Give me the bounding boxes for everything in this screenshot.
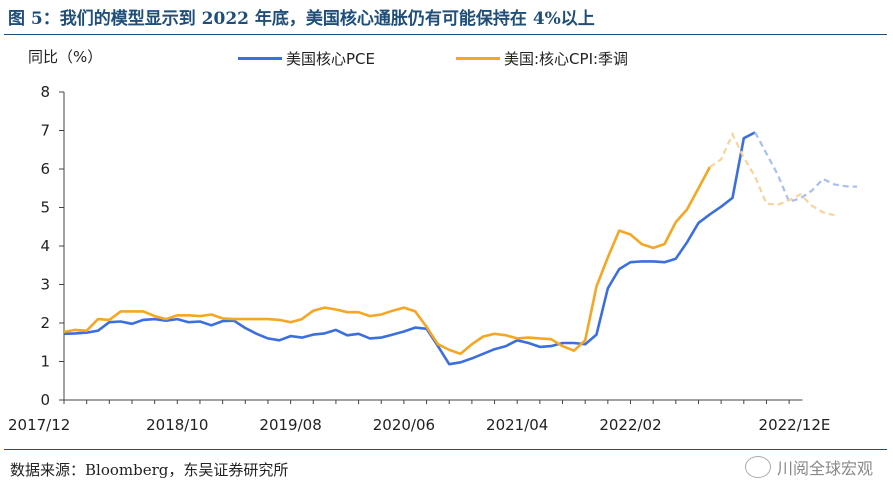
y-tick-label: 3 bbox=[40, 276, 50, 294]
x-tick-label: 2022/02 bbox=[599, 416, 661, 434]
y-tick-label: 2 bbox=[40, 314, 50, 332]
y-tick-label: 6 bbox=[40, 160, 50, 178]
series-line-pce bbox=[63, 131, 756, 366]
y-tick-label: 8 bbox=[40, 83, 50, 101]
y-axis-label: 同比（%） bbox=[28, 48, 103, 66]
x-tick-label: 2020/06 bbox=[373, 416, 435, 434]
figure-title: 图 5：我们的模型显示到 2022 年底，美国核心通胀仍有可能保持在 4%以上 bbox=[8, 9, 595, 29]
x-tick-label: 2018/10 bbox=[146, 416, 208, 434]
x-tick-label: 2021/04 bbox=[486, 416, 548, 434]
legend-item-pce: 美国核心PCE bbox=[238, 48, 375, 69]
y-tick-label: 4 bbox=[40, 237, 50, 255]
x-tick-label: 2019/08 bbox=[259, 416, 321, 434]
watermark-text: 川阅全球宏观 bbox=[776, 459, 873, 478]
y-tick-label: 7 bbox=[40, 122, 50, 140]
wechat-icon bbox=[744, 456, 771, 478]
x-tick-label: 2017/12 bbox=[8, 416, 70, 434]
footer-rule bbox=[4, 449, 887, 450]
x-tick-label: 2022/12E bbox=[759, 416, 831, 434]
source-note: 数据来源：Bloomberg，东吴证券研究所 bbox=[10, 461, 289, 479]
legend-label-pce: 美国核心PCE bbox=[286, 50, 375, 68]
y-tick-label: 0 bbox=[40, 391, 50, 409]
title-rule bbox=[4, 34, 887, 35]
legend-label-cpi: 美国:核心CPI:季调 bbox=[504, 50, 629, 68]
series-line-cpi bbox=[63, 166, 711, 356]
y-tick-label: 5 bbox=[40, 199, 50, 217]
y-tick-label: 1 bbox=[40, 353, 50, 371]
forecast-line-cpi bbox=[709, 131, 835, 217]
legend-item-cpi: 美国:核心CPI:季调 bbox=[456, 48, 628, 69]
legend-swatch-cpi bbox=[456, 57, 500, 60]
forecast-line-pce bbox=[754, 131, 858, 204]
watermark: 川阅全球宏观 bbox=[744, 455, 873, 479]
legend-swatch-pce bbox=[238, 57, 282, 60]
